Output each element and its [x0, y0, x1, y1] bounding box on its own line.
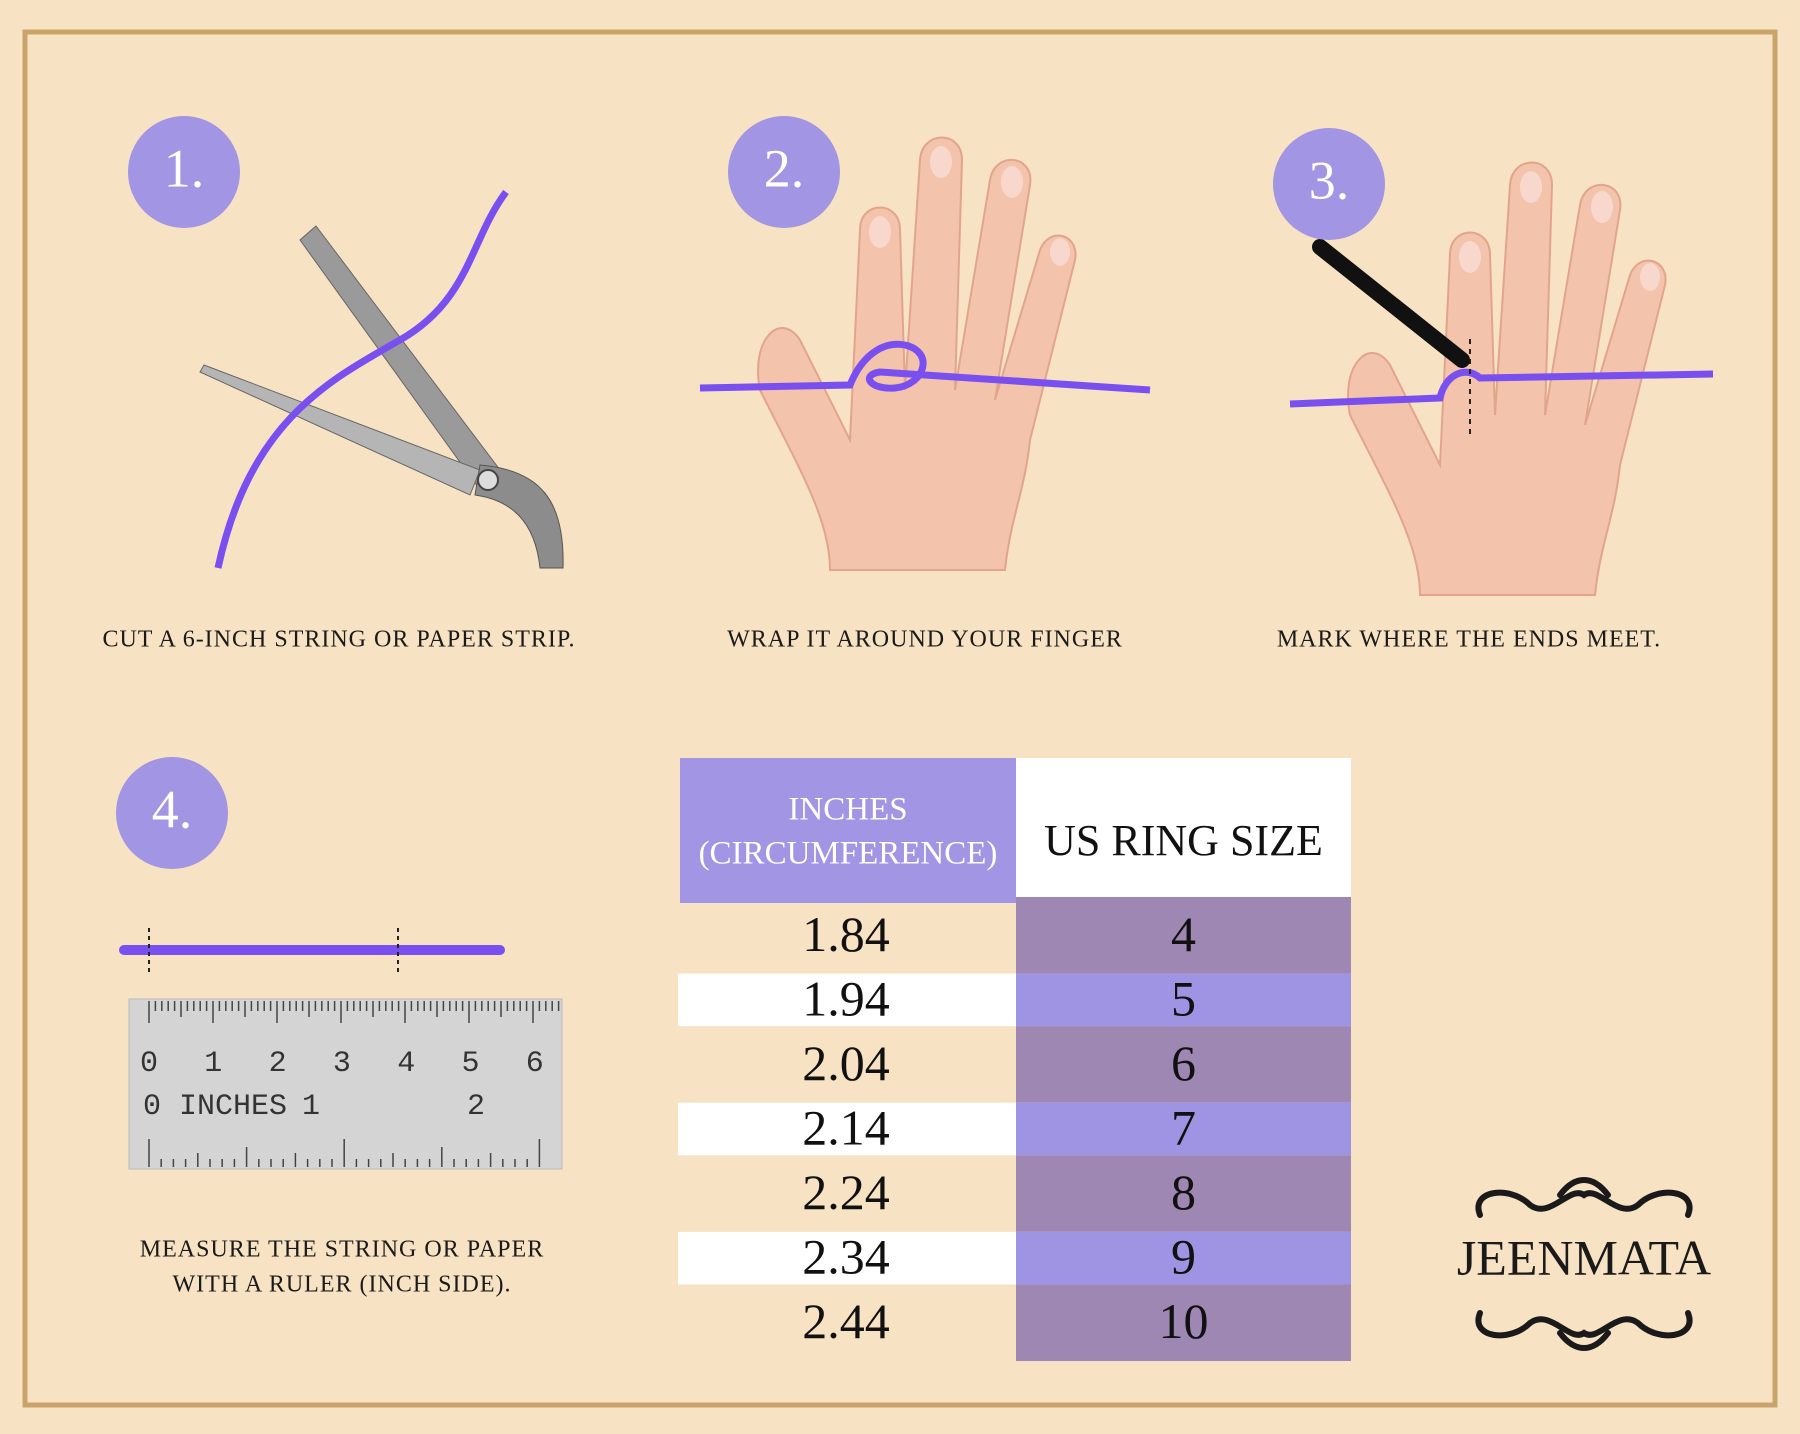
step-number: 2. [764, 138, 805, 198]
ruler-cm-label: 6 [526, 1047, 544, 1081]
table-header: INCHES [788, 792, 907, 828]
frame [22, 29, 1778, 1408]
table-ring-size: 8 [1171, 1164, 1196, 1220]
step-number: 4. [152, 779, 193, 839]
table-row-band [678, 1231, 1016, 1285]
scissors-illustration [199, 189, 564, 569]
table-ring-size: 4 [1171, 906, 1196, 962]
table-header-cell [680, 758, 1016, 903]
ruler-illustration [119, 928, 563, 1170]
table-cell [1016, 1102, 1351, 1156]
step-caption: WRAP IT AROUND YOUR FINGER [727, 627, 1123, 653]
ruler-cm-label: 2 [269, 1047, 287, 1081]
table-cell [1016, 1284, 1351, 1361]
table-cell [1016, 1026, 1351, 1103]
table-cell [1016, 897, 1351, 974]
step-badge [116, 757, 228, 869]
ruler-cm-label: 3 [333, 1047, 351, 1081]
hand-mark-illustration [1289, 161, 1714, 596]
ruler-cm-label: 5 [461, 1047, 479, 1081]
table-inches: 2.14 [802, 1099, 890, 1155]
ruler-inch-label: 0 INCHES [143, 1090, 287, 1124]
table-row-band [678, 973, 1016, 1027]
table-row-band [678, 1102, 1016, 1156]
table-ring-size: 7 [1171, 1099, 1196, 1155]
table-cell [1016, 973, 1351, 1027]
table-ring-size: 6 [1171, 1035, 1196, 1091]
table-header: US RING SIZE [1044, 816, 1323, 865]
table-header: (CIRCUMFERENCE) [699, 836, 998, 872]
table-inches: 2.34 [802, 1229, 890, 1285]
step-caption: MEASURE THE STRING OR PAPER [140, 1237, 544, 1263]
table-ring-size: 9 [1171, 1229, 1196, 1285]
ruler-cm-label: 1 [204, 1047, 222, 1081]
table-cell [1016, 1155, 1351, 1232]
table-inches: 1.84 [802, 906, 890, 962]
table-inches: 2.04 [802, 1035, 890, 1091]
table-inches: 1.94 [802, 970, 890, 1026]
table-ring-size: 10 [1159, 1293, 1209, 1349]
step-caption: MARK WHERE THE ENDS MEET. [1277, 627, 1661, 653]
ruler-inch-label: 1 [302, 1090, 320, 1124]
table-inches: 2.24 [802, 1164, 890, 1220]
step-caption: CUT A 6-INCH STRING OR PAPER STRIP. [102, 627, 575, 653]
ruler-cm-label: 0 [140, 1047, 158, 1081]
step-badge [728, 116, 840, 228]
table-cell [1016, 1231, 1351, 1285]
table-inches: 2.44 [802, 1293, 890, 1349]
step-badge [1273, 128, 1385, 240]
hand-wrap-illustration [699, 136, 1151, 571]
table-ring-size: 5 [1171, 970, 1196, 1026]
step-badge [128, 116, 240, 228]
table-header-cell [1016, 758, 1351, 903]
brand-ornament [1475, 1177, 1693, 1351]
step-number: 1. [164, 138, 205, 198]
ruler-cm-label: 4 [397, 1047, 415, 1081]
ruler-inch-label: 2 [467, 1090, 485, 1124]
step-caption: WITH A RULER (INCH SIDE). [173, 1272, 512, 1298]
step-number: 3. [1309, 150, 1350, 210]
brand: JEENMATA [1457, 1229, 1711, 1285]
